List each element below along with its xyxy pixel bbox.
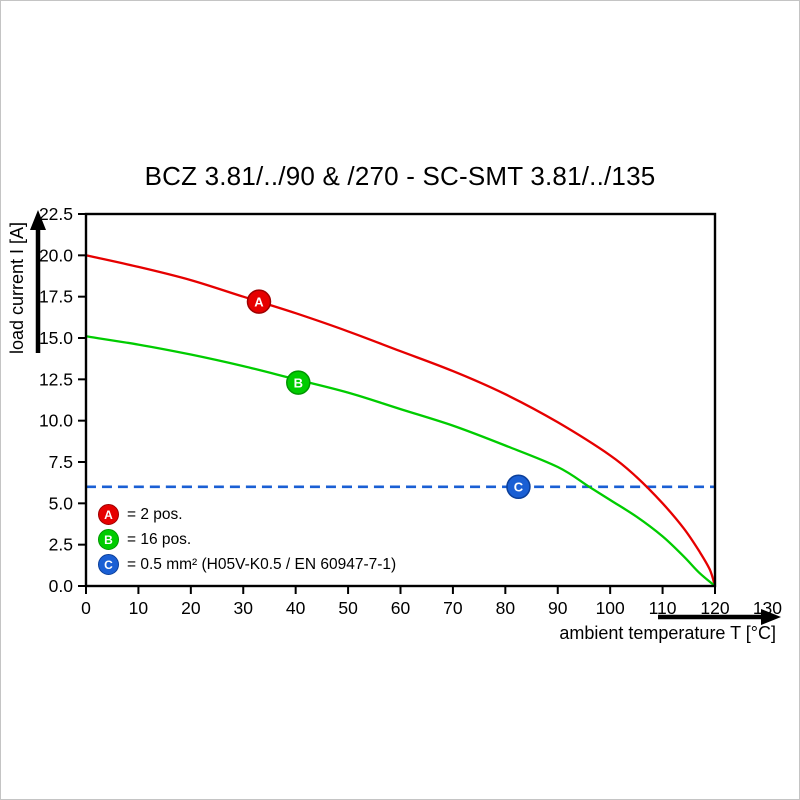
y-tick-label: 5.0: [49, 493, 74, 513]
legend-item-c: C = 0.5 mm² (H05V-K0.5 / EN 60947-7-1): [98, 552, 396, 577]
legend-marker-letter: A: [104, 507, 113, 522]
legend-label-a: = 2 pos.: [127, 505, 183, 523]
curve-marker-a: [246, 289, 272, 314]
y-tick-label: 17.5: [39, 287, 73, 307]
chart-title: BCZ 3.81/../90 & /270 - SC-SMT 3.81/../1…: [144, 161, 656, 191]
y-tick-label: 12.5: [39, 369, 73, 389]
y-tick-label: 2.5: [49, 535, 73, 555]
y-tick-label: 0.0: [49, 576, 74, 596]
legend-label-c: = 0.5 mm² (H05V-K0.5 / EN 60947-7-1): [127, 555, 397, 573]
x-axis-label: ambient temperature T [°C]: [559, 623, 776, 643]
legend-marker-letter: C: [104, 557, 113, 572]
x-tick-label: 10: [129, 598, 149, 618]
x-tick-label: 90: [548, 598, 568, 618]
y-tick-label: 20.0: [39, 245, 73, 265]
x-tick-label: 100: [596, 598, 625, 618]
x-tick-label: 20: [181, 598, 201, 618]
y-tick-label: 7.5: [49, 452, 73, 472]
y-tick-label: 22.5: [39, 204, 73, 224]
x-tick-label: 60: [391, 598, 411, 618]
legend: A = 2 pos. B = 16 pos. C = 0.5 mm² (H05V…: [98, 502, 396, 577]
x-tick-label: 110: [649, 598, 677, 618]
x-tick-label: 50: [338, 598, 358, 618]
legend-item-a: A = 2 pos.: [98, 502, 396, 527]
legend-label-b: = 16 pos.: [127, 530, 192, 548]
legend-marker-c: C: [98, 554, 119, 575]
x-tick-label: 40: [286, 598, 306, 618]
y-axis-arrowhead-icon: [30, 210, 46, 230]
x-tick-label: 120: [700, 598, 729, 618]
y-tick-label: 15.0: [39, 328, 73, 348]
x-tick-label: 70: [443, 598, 463, 618]
x-tick-label: 80: [496, 598, 516, 618]
x-axis-arrowhead-icon: [761, 609, 781, 625]
curve-b: [85, 335, 716, 587]
curve-marker-b: [286, 370, 311, 395]
legend-marker-a: A: [98, 504, 119, 525]
curve-a: [85, 254, 717, 587]
x-tick-label: 130: [753, 598, 782, 618]
legend-item-b: B = 16 pos.: [98, 527, 396, 552]
curve-marker-c: [506, 474, 531, 500]
legend-marker-letter: B: [104, 532, 113, 547]
x-tick-label: 30: [234, 598, 254, 618]
legend-marker-b: B: [98, 529, 119, 550]
y-tick-label: 10.0: [39, 411, 73, 431]
x-tick-label: 0: [81, 598, 91, 618]
curve-marker-letter: C: [514, 480, 524, 495]
curve-marker-letter: A: [254, 294, 264, 309]
curve-marker-letter: B: [294, 375, 303, 390]
